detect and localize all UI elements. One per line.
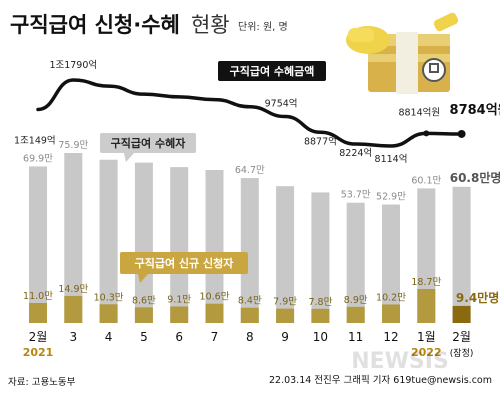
x-tick-9: 11 <box>348 330 363 344</box>
label-amount-8: 8877억 <box>304 135 337 147</box>
bar-applicants-9 <box>346 306 365 323</box>
label-recipients-0: 69.9만 <box>23 153 53 164</box>
bar-recipients-9 <box>346 202 365 323</box>
bar-recipients-4 <box>170 167 189 323</box>
x-tick-8: 10 <box>313 330 328 344</box>
legend-line: 구직급여 수혜금액 <box>218 61 326 81</box>
label-applicants-12: 9.4만명 <box>456 290 499 305</box>
chart-title-rest: 현황 <box>191 13 230 37</box>
label-recipients-10: 52.9만 <box>376 192 406 203</box>
x-tick-4: 6 <box>175 330 183 344</box>
x-tick-note-12: (잠정) <box>450 348 474 359</box>
bar-applicants-11 <box>417 289 436 323</box>
legend-gray-label: 구직급여 수혜자 <box>111 136 187 150</box>
label-applicants-4: 9.1만 <box>167 294 191 305</box>
x-tick-2: 4 <box>105 330 113 344</box>
label-amount-7: 9754억 <box>265 98 298 110</box>
x-tick-3: 5 <box>140 330 148 344</box>
bar-recipients-5 <box>205 170 224 323</box>
bar-applicants-6 <box>240 307 259 323</box>
label-applicants-9: 8.9만 <box>344 295 368 306</box>
x-tick-12: 2월 <box>452 330 471 344</box>
label-recipients-9: 53.7만 <box>341 190 371 201</box>
label-applicants-1: 14.9만 <box>58 284 88 295</box>
bar-applicants-8 <box>311 308 330 323</box>
label-recipients-12: 60.8만명 <box>450 170 500 185</box>
bar-applicants-0 <box>29 303 47 323</box>
line-layer <box>36 78 466 148</box>
label-recipients-6: 64.7만 <box>235 165 265 176</box>
label-amount-11: 8814억원 <box>398 106 440 118</box>
unit-label: 단위: 원, 명 <box>238 20 288 33</box>
bar-recipients-12 <box>452 186 471 323</box>
bar-applicants-4 <box>170 306 189 323</box>
x-tick-5: 7 <box>211 330 219 344</box>
x-tick-0: 2월 <box>29 330 48 344</box>
label-amount-1: 1조1790억 <box>49 59 97 71</box>
bar-recipients-7 <box>276 186 295 323</box>
bar-applicants-2 <box>99 304 118 323</box>
bar-applicants-5 <box>205 303 224 323</box>
x-tick-11: 1월 <box>417 330 436 344</box>
legend-gray: 구직급여 수혜자 <box>100 133 196 162</box>
credit-text: 22.03.14 전진우 그래픽 기자 619tue@newsis.com <box>269 375 492 386</box>
label-amount-12: 8784억원 <box>450 103 500 118</box>
bar-applicants-3 <box>134 307 153 323</box>
x-tick-note-0: 2021 <box>23 346 54 359</box>
legend-gold: 구직급여 신규 신청자 <box>120 252 248 283</box>
label-applicants-7: 7.9만 <box>273 297 297 308</box>
bar-recipients-0 <box>29 166 47 323</box>
bar-recipients-6 <box>240 178 259 323</box>
label-applicants-10: 10.2만 <box>376 292 406 303</box>
label-applicants-11: 18.7만 <box>411 277 441 288</box>
x-tick-10: 12 <box>383 330 398 344</box>
line-benefit-amount <box>36 78 464 148</box>
x-tick-note-11: 2022 <box>411 346 442 359</box>
bar-applicants-12 <box>452 305 471 323</box>
bar-applicants-10 <box>382 304 400 323</box>
bar-layer <box>29 153 471 323</box>
bar-recipients-10 <box>382 204 400 323</box>
bar-recipients-2 <box>99 159 118 323</box>
label-recipients-1: 75.9만 <box>58 140 88 151</box>
x-axis: 2월 2021 3 4 5 6 7 8 9 10 11 12 1월 2022 2월 (잠정) <box>23 330 474 359</box>
chart-title: 구직급여 신청·수혜 <box>10 13 180 37</box>
label-layer: 69.9만 11.0만 75.9만 14.9만 10.3만 8.6만 9.1만 10.6만 64… <box>14 59 500 308</box>
label-amount-0: 1조149억 <box>14 134 56 146</box>
line-point-11 <box>423 130 430 137</box>
source-text: 자료: 고용노동부 <box>8 377 76 388</box>
money-stack-icon <box>346 12 459 94</box>
label-applicants-0: 11.0만 <box>23 291 53 302</box>
x-tick-6: 8 <box>246 330 254 344</box>
bar-applicants-1 <box>64 295 83 323</box>
bar-recipients-8 <box>311 192 330 323</box>
watermark: NEWSIS <box>351 349 449 374</box>
legend-line-label: 구직급여 수혜금액 <box>230 64 315 78</box>
x-tick-7: 9 <box>281 330 289 344</box>
label-applicants-3: 8.6만 <box>132 295 156 306</box>
label-applicants-6: 8.4만 <box>238 296 262 307</box>
label-amount-10: 8114억 <box>375 153 408 165</box>
bar-applicants-7 <box>276 308 295 323</box>
label-applicants-2: 10.3만 <box>94 292 124 303</box>
svg-text:구직급여 신청·수혜 현황: 구직급여 신청·수혜 현황 <box>10 13 230 37</box>
legend-gold-label: 구직급여 신규 신청자 <box>135 256 235 270</box>
label-applicants-5: 10.6만 <box>200 292 230 303</box>
bar-recipients-1 <box>64 153 83 323</box>
label-recipients-11: 60.1만 <box>411 175 441 186</box>
label-applicants-8: 7.8만 <box>308 297 332 308</box>
bar-recipients-3 <box>134 162 153 323</box>
line-point-12 <box>457 129 466 138</box>
label-amount-9: 8224억 <box>339 147 372 159</box>
x-tick-1: 3 <box>69 330 77 344</box>
